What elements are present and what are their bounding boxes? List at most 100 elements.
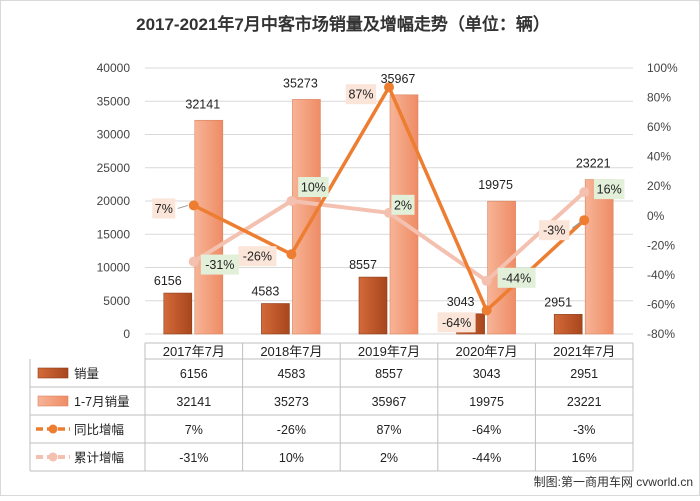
point-cumulative-growth	[579, 187, 590, 198]
right-tick-label: 100%	[647, 61, 678, 75]
bar-sales-label: 2951	[544, 295, 572, 309]
bar-cumulative-sales	[292, 99, 321, 335]
yoy-growth-label-box	[437, 312, 476, 333]
bar-cumulative-sales	[584, 179, 614, 335]
right-tick-label: -20%	[647, 238, 675, 252]
table-cell: 6156	[180, 367, 208, 381]
table-cell: 19975	[469, 395, 504, 409]
point-yoy-growth	[481, 305, 492, 316]
axes: 0 5000 10000 15000 20000 25000 30000 35000 40000…	[97, 61, 678, 341]
category-label: 2018年7月	[260, 344, 322, 359]
table-cell: 35967	[372, 395, 407, 409]
table-cell: 2951	[570, 367, 598, 381]
right-tick-label: 60%	[647, 120, 671, 134]
left-tick-label: 0	[123, 327, 130, 341]
category-label: 2019年7月	[358, 344, 420, 359]
table-cell: 7%	[185, 423, 203, 437]
point-cumulative-growth	[286, 196, 297, 206]
point-yoy-growth	[579, 215, 590, 226]
data-labels: 6156 32141 4583 35273 8557 35967 3043 19975 2951…	[152, 72, 625, 333]
right-tick-label: 20%	[647, 179, 671, 193]
bar-sales	[553, 314, 583, 335]
category-label: 2017年7月	[163, 344, 225, 359]
bar-sales-label: 3043	[447, 295, 475, 309]
yoy-growth-label-box	[152, 198, 176, 219]
cum-growth-label: 10%	[301, 181, 326, 195]
yoy-growth-label-box	[345, 84, 377, 105]
bar-sales-label: 6156	[154, 274, 182, 288]
chart-title: 2017-2021年7月中客市场销量及增幅走势（单位：辆）	[136, 14, 550, 34]
cum-growth-label-box	[298, 177, 329, 197]
left-tick-label: 40000	[97, 61, 131, 75]
right-tick-label: -80%	[647, 327, 675, 341]
point-yoy-growth	[188, 200, 199, 211]
left-tick-label: 15000	[97, 227, 131, 241]
yoy-growth-label: -26%	[243, 250, 272, 264]
table-cell: -64%	[472, 423, 501, 437]
legend-series-name: 销量	[74, 367, 99, 381]
yoy-growth-label-box	[238, 246, 277, 267]
cum-growth-label: -44%	[502, 271, 531, 285]
table-cell: 3043	[473, 367, 501, 381]
legend-series-name: 同比增幅	[74, 422, 124, 437]
table-cell: 35273	[274, 395, 309, 409]
table-cell: 23221	[567, 395, 602, 409]
gridlines	[145, 67, 633, 335]
point-cumulative-growth	[481, 275, 492, 286]
right-tick-label: -60%	[647, 297, 675, 311]
legend-swatch-bar	[37, 367, 69, 379]
bar-sales-label: 4583	[251, 285, 279, 299]
legend-swatch-bar	[37, 395, 69, 407]
category-label: 2021年7月	[553, 344, 615, 359]
table-cell: 16%	[572, 451, 597, 465]
label-connector	[177, 204, 188, 209]
bar-sales	[358, 276, 388, 335]
bar-cumulative-label: 19975	[478, 178, 513, 192]
label-connector	[571, 221, 581, 229]
credit-text: 制图:第一商用车网 cvworld.cn	[534, 474, 693, 489]
bar-sales-label: 8557	[349, 258, 377, 272]
cum-growth-label: 16%	[597, 183, 622, 197]
table-cell: 4583	[277, 367, 305, 381]
cum-growth-label-box	[391, 194, 415, 215]
bar-sales	[261, 303, 290, 335]
cum-growth-label-box	[497, 267, 536, 288]
point-yoy-growth	[384, 82, 394, 93]
bars	[163, 94, 614, 335]
legend-series-name: 1-7月销量	[74, 395, 130, 409]
right-tick-label: 80%	[647, 91, 671, 105]
table-cell: -31%	[179, 451, 208, 465]
left-tick-label: 25000	[97, 161, 131, 175]
cum-growth-label: -31%	[205, 258, 234, 272]
legend-swatch-point	[48, 452, 58, 462]
cum-growth-label-box	[200, 254, 239, 275]
bar-cumulative-label: 32141	[185, 97, 220, 111]
left-tick-label: 30000	[97, 128, 131, 142]
bar-cumulative-sales	[194, 119, 224, 335]
yoy-growth-label: 87%	[348, 88, 373, 102]
bar-cumulative-label: 35967	[381, 72, 416, 86]
table-cell: 2%	[380, 451, 398, 465]
bar-cumulative-label: 35273	[283, 76, 318, 90]
yoy-growth-label: -64%	[442, 316, 471, 330]
bar-sales	[163, 292, 193, 335]
table-cell: 10%	[279, 451, 304, 465]
table-cell: -44%	[472, 451, 501, 465]
legend-series-name: 累计增幅	[74, 450, 124, 465]
table-cell: 87%	[376, 423, 401, 437]
table-cell: 32141	[176, 395, 211, 409]
right-tick-label: 40%	[647, 150, 671, 164]
right-tick-label: -40%	[647, 268, 675, 282]
left-tick-label: 5000	[103, 294, 130, 308]
cum-growth-label-box	[593, 179, 625, 200]
legend-swatch-point	[48, 424, 58, 434]
left-tick-label: 20000	[97, 194, 131, 208]
category-label: 2020年7月	[456, 344, 518, 359]
cum-growth-label: 2%	[394, 198, 412, 212]
yoy-growth-label: 7%	[155, 202, 173, 216]
right-tick-label: 0%	[647, 209, 665, 223]
table-cell: 8557	[375, 367, 403, 381]
table-cell: -3%	[573, 423, 595, 437]
